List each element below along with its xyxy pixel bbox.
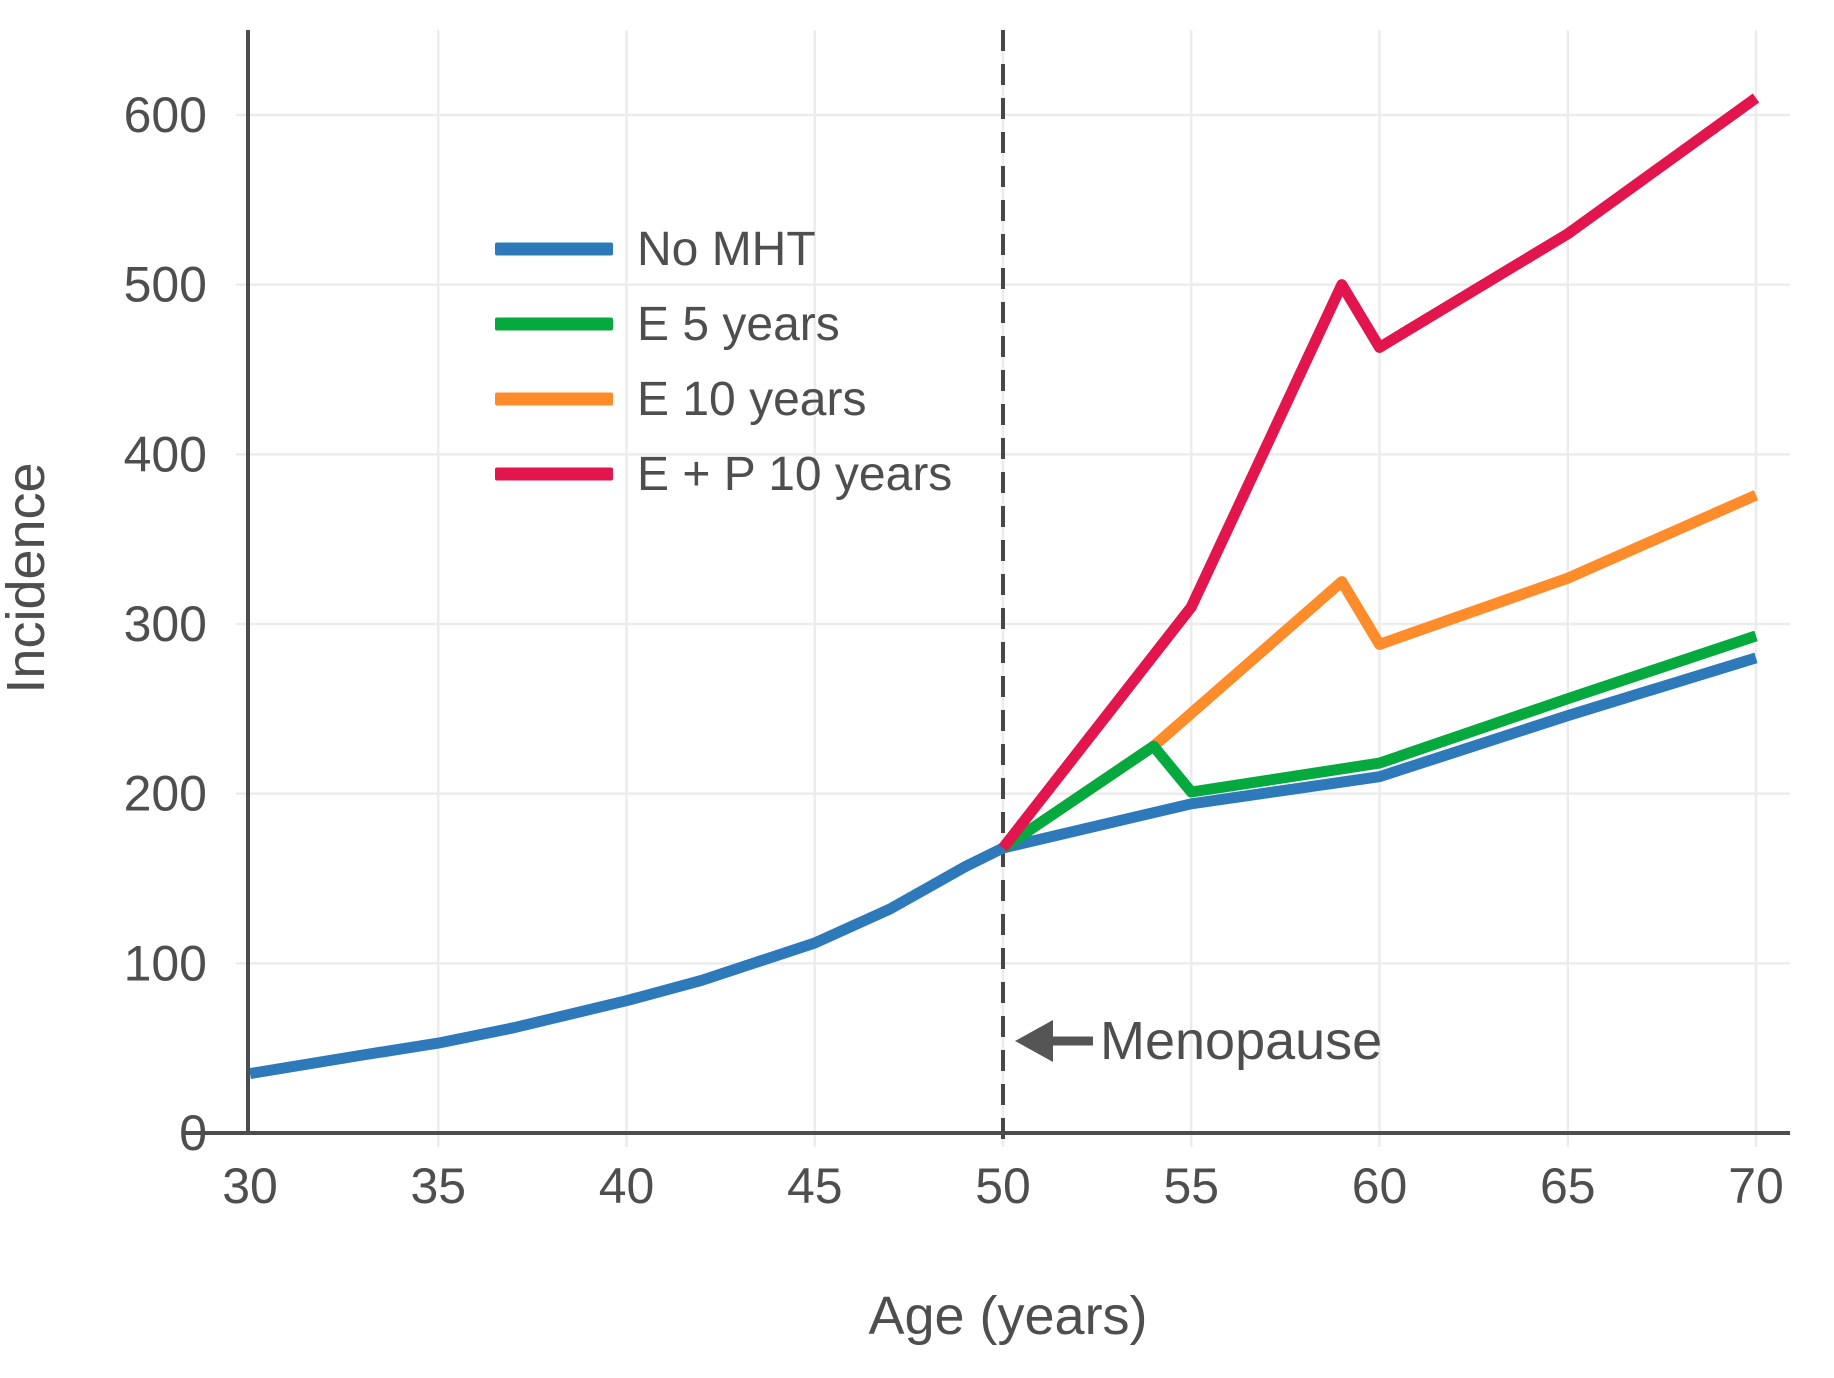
x-tick-label: 40 [599, 1158, 655, 1214]
menopause-annotation: Menopause [1015, 1011, 1382, 1071]
legend-swatch-e-5-years [495, 317, 613, 331]
legend-swatch-e-p-10-years [495, 467, 613, 481]
tick-labels: 30 35 40 45 50 55 60 65 70 0 100 200 300 400 500 600 [124, 87, 1784, 1214]
series-line-e-p-10-years [998, 93, 1760, 852]
x-tick-label: 50 [975, 1158, 1031, 1214]
legend-label-no-mht: No MHT [637, 223, 816, 276]
x-axis-label: Age (years) [868, 1286, 1147, 1346]
y-tick-label: 100 [124, 935, 207, 991]
series-lines [249, 93, 1760, 1080]
menopause-label: Menopause [1100, 1011, 1382, 1071]
x-tick-label: 55 [1163, 1158, 1219, 1214]
legend-label-e-5-years: E 5 years [637, 298, 840, 351]
gridlines [236, 30, 1790, 1147]
series-line-e-5-years [999, 630, 1758, 853]
y-tick-label: 400 [124, 426, 207, 482]
arrow-head [1015, 1020, 1053, 1062]
x-tick-label: 70 [1728, 1158, 1784, 1214]
x-tick-label: 30 [222, 1158, 278, 1214]
series-line-no-mht [249, 652, 1758, 1080]
legend-label-e-10-years: E 10 years [637, 373, 866, 426]
y-tick-label: 500 [124, 257, 207, 313]
legend-swatch-no-mht [495, 242, 613, 256]
legend: No MHT E 5 years E 10 years E + P 10 years [495, 223, 952, 501]
x-tick-label: 60 [1352, 1158, 1408, 1214]
left-arrow-icon [1015, 1020, 1093, 1062]
x-tick-label: 35 [410, 1158, 466, 1214]
y-tick-label: 300 [124, 596, 207, 652]
x-tick-label: 65 [1540, 1158, 1596, 1214]
y-tick-label: 0 [179, 1105, 207, 1161]
legend-swatch-e-10-years [495, 392, 613, 406]
y-tick-label: 600 [124, 87, 207, 143]
y-tick-label: 200 [124, 766, 207, 822]
y-axis-label: Incidence [0, 462, 56, 693]
legend-label-e-p-10-years: E + P 10 years [637, 448, 952, 501]
x-tick-label: 45 [787, 1158, 843, 1214]
